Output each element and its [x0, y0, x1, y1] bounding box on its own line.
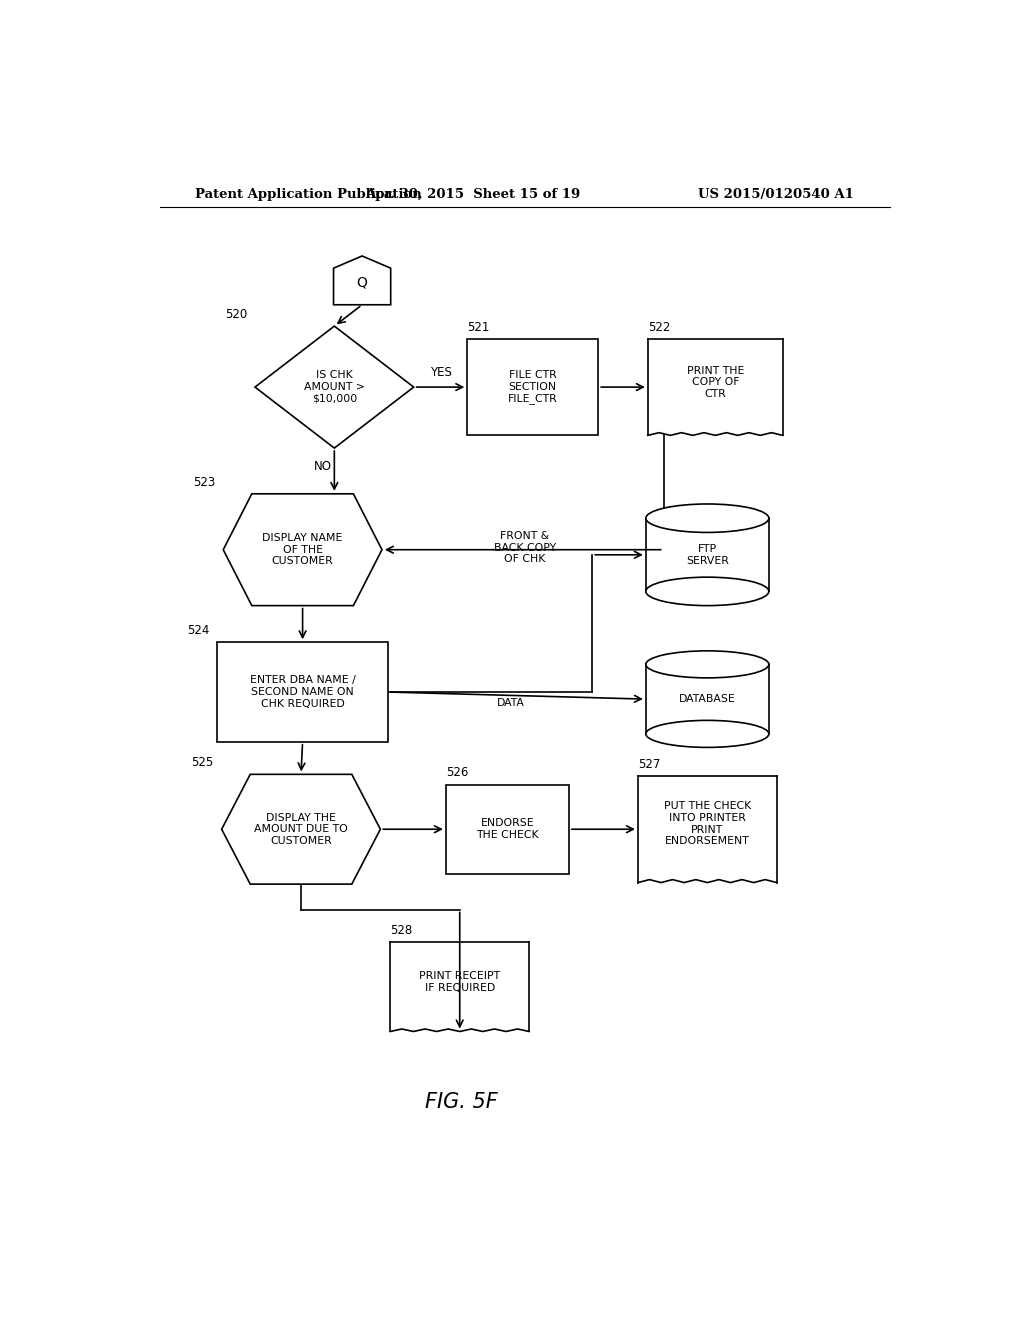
Text: FIG. 5F: FIG. 5F	[425, 1092, 498, 1111]
Text: DISPLAY THE
AMOUNT DUE TO
CUSTOMER: DISPLAY THE AMOUNT DUE TO CUSTOMER	[254, 813, 348, 846]
Ellipse shape	[646, 577, 769, 606]
Text: FTP
SERVER: FTP SERVER	[686, 544, 729, 565]
Ellipse shape	[646, 504, 769, 532]
FancyBboxPatch shape	[445, 784, 569, 874]
Text: 521: 521	[467, 321, 489, 334]
Text: 522: 522	[648, 321, 670, 334]
FancyBboxPatch shape	[467, 339, 598, 436]
Ellipse shape	[646, 651, 769, 678]
Text: 520: 520	[225, 308, 247, 321]
Polygon shape	[638, 776, 777, 883]
Text: DISPLAY NAME
OF THE
CUSTOMER: DISPLAY NAME OF THE CUSTOMER	[262, 533, 343, 566]
Text: 526: 526	[445, 767, 468, 779]
Text: Patent Application Publication: Patent Application Publication	[196, 189, 422, 202]
Text: 525: 525	[191, 756, 214, 770]
Text: NO: NO	[313, 461, 332, 474]
Text: FRONT &
BACK COPY
OF CHK: FRONT & BACK COPY OF CHK	[494, 531, 556, 564]
Polygon shape	[255, 326, 414, 447]
Text: 524: 524	[187, 624, 209, 638]
Text: PRINT RECEIPT
IF REQUIRED: PRINT RECEIPT IF REQUIRED	[419, 972, 501, 993]
Text: Q: Q	[356, 276, 368, 290]
Text: PUT THE CHECK
INTO PRINTER
PRINT
ENDORSEMENT: PUT THE CHECK INTO PRINTER PRINT ENDORSE…	[664, 801, 751, 846]
Text: 528: 528	[390, 924, 413, 937]
Text: IS CHK
AMOUNT >
$10,000: IS CHK AMOUNT > $10,000	[304, 371, 365, 404]
Polygon shape	[334, 256, 391, 305]
Polygon shape	[223, 494, 382, 606]
Text: ENDORSE
THE CHECK: ENDORSE THE CHECK	[476, 818, 539, 840]
Text: ENTER DBA NAME /
SECOND NAME ON
CHK REQUIRED: ENTER DBA NAME / SECOND NAME ON CHK REQU…	[250, 676, 355, 709]
FancyBboxPatch shape	[646, 664, 769, 734]
Text: YES: YES	[429, 366, 452, 379]
Text: US 2015/0120540 A1: US 2015/0120540 A1	[698, 189, 854, 202]
Polygon shape	[648, 339, 782, 436]
Text: FILE CTR
SECTION
FILE_CTR: FILE CTR SECTION FILE_CTR	[508, 370, 558, 404]
FancyBboxPatch shape	[646, 519, 769, 591]
Polygon shape	[221, 775, 380, 884]
FancyBboxPatch shape	[217, 643, 388, 742]
Text: 527: 527	[638, 758, 660, 771]
Text: Apr. 30, 2015  Sheet 15 of 19: Apr. 30, 2015 Sheet 15 of 19	[366, 189, 581, 202]
Polygon shape	[390, 942, 529, 1031]
Text: DATA: DATA	[498, 698, 525, 709]
Ellipse shape	[646, 721, 769, 747]
Text: PRINT THE
COPY OF
CTR: PRINT THE COPY OF CTR	[686, 366, 744, 399]
Text: 523: 523	[194, 475, 215, 488]
Text: DATABASE: DATABASE	[679, 694, 735, 704]
